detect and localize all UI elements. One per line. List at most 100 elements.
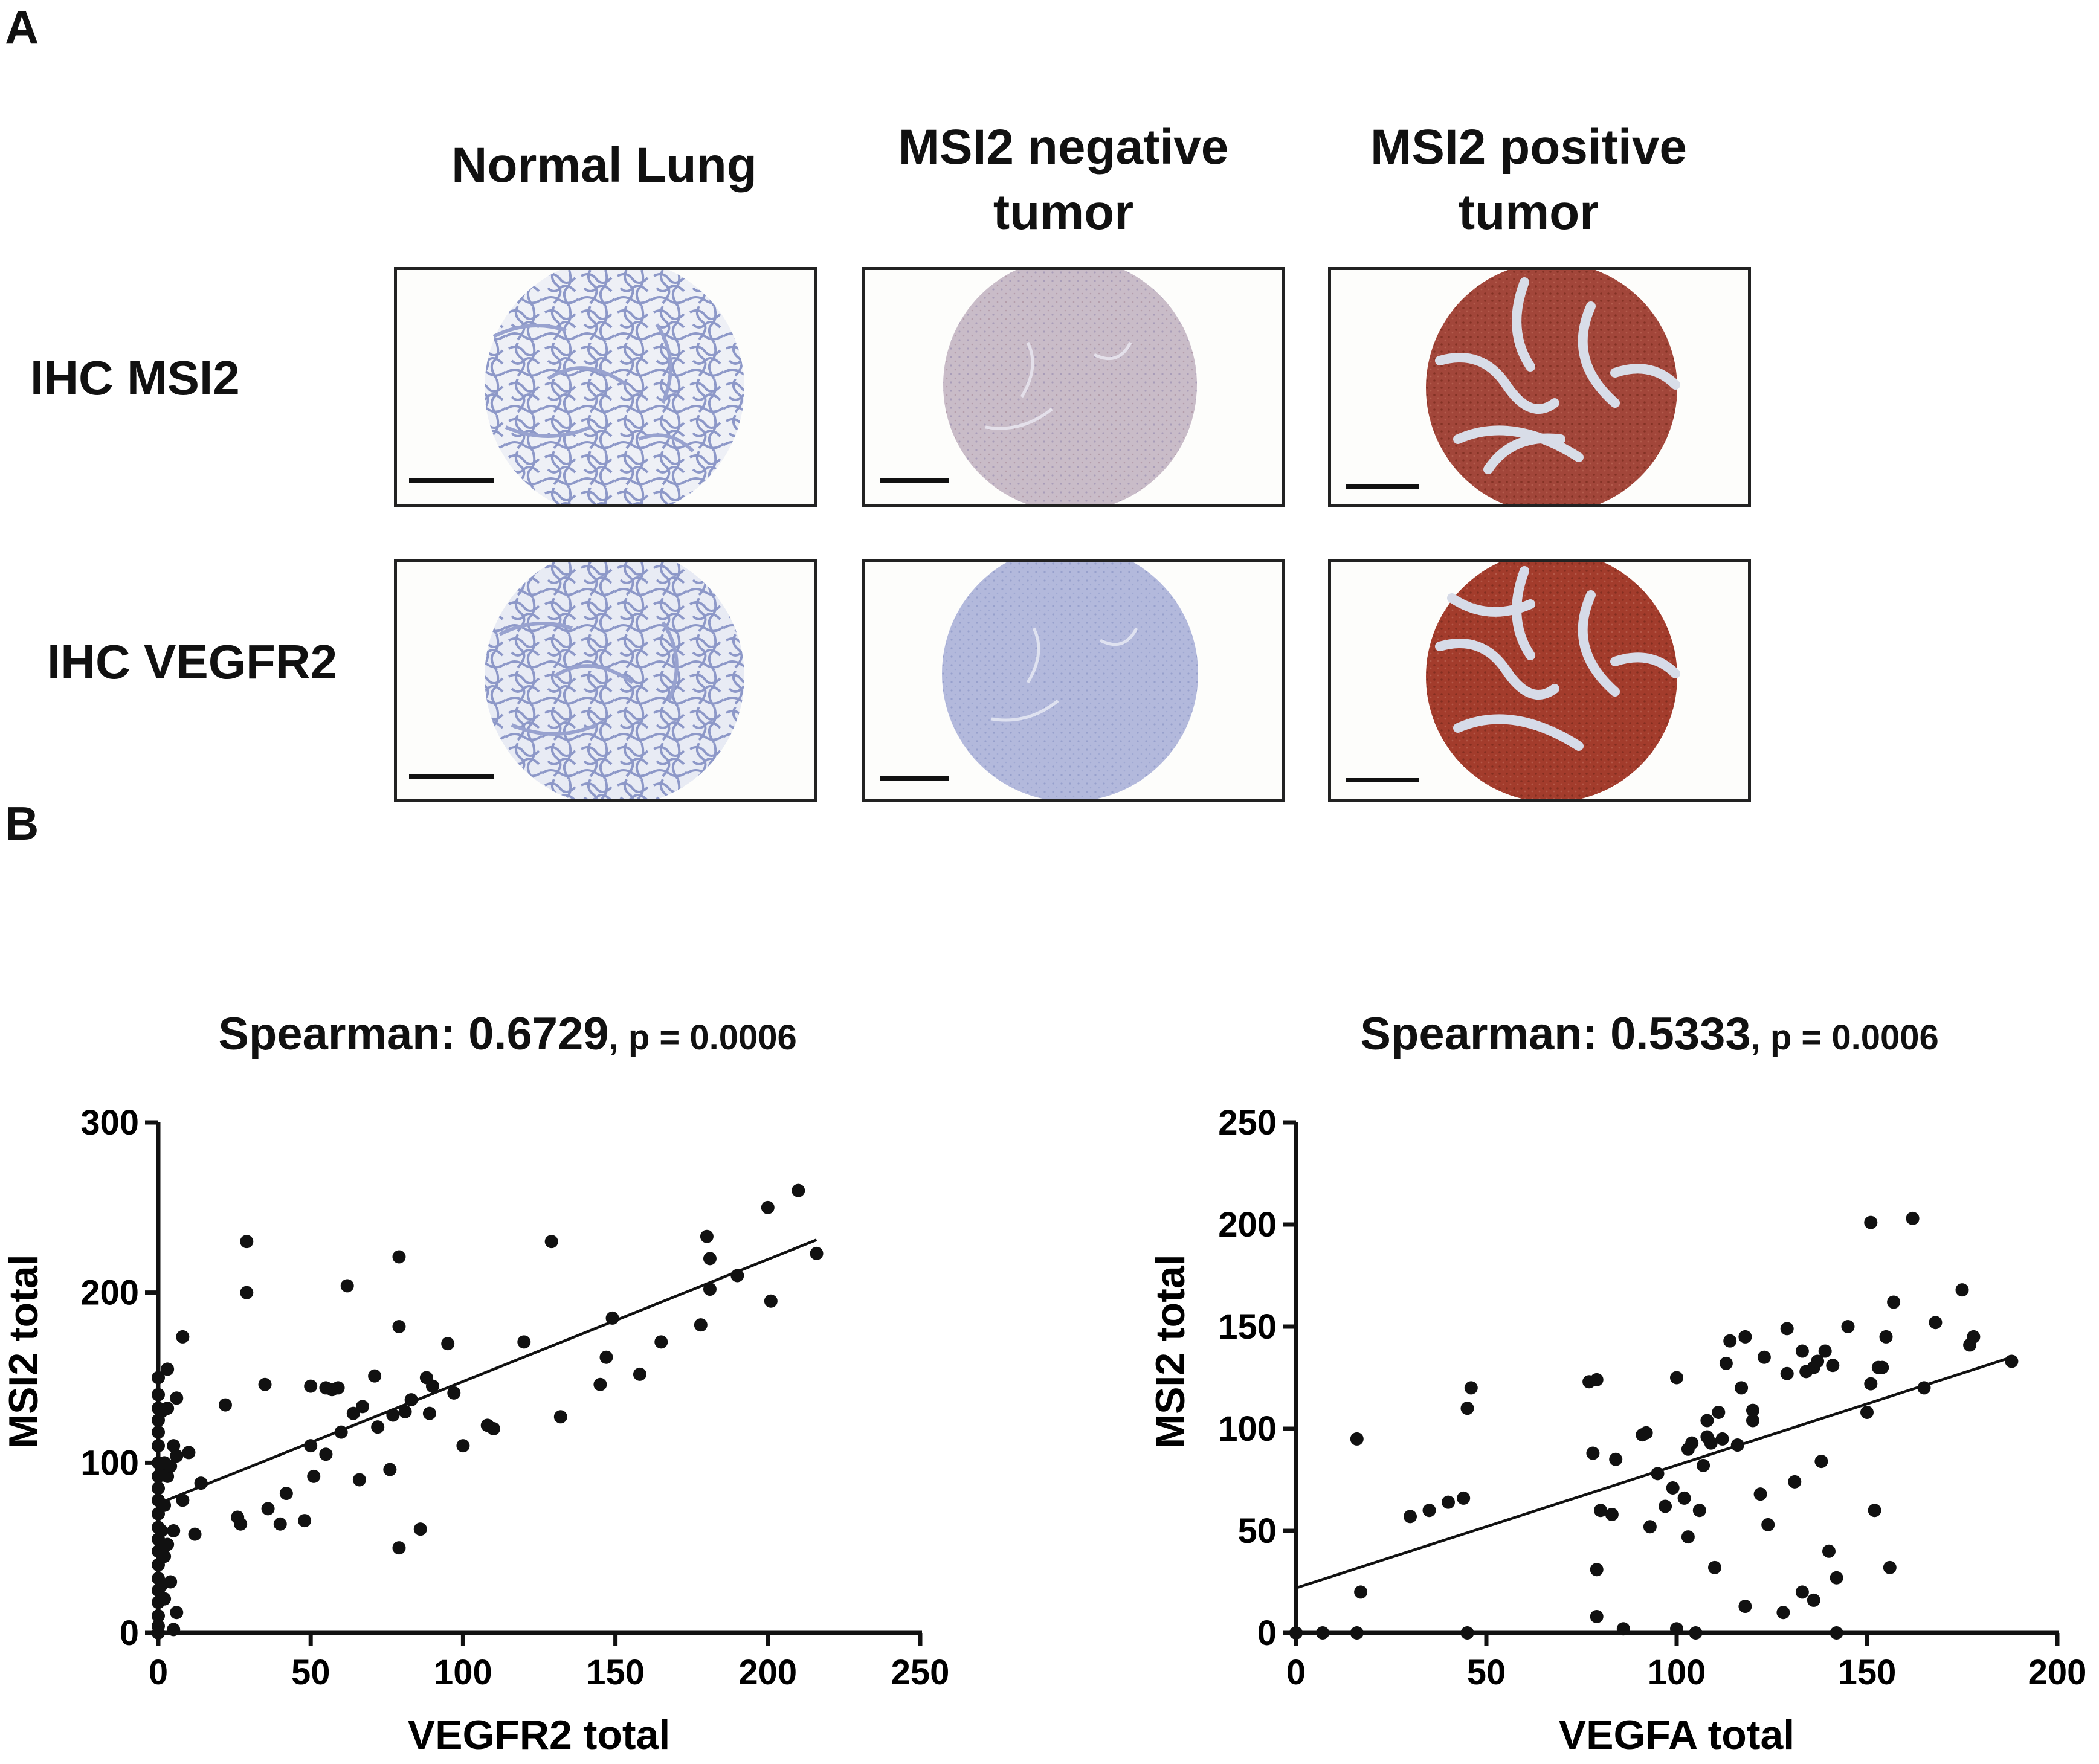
chart1-data-point <box>164 1459 178 1473</box>
panel-b-label: B <box>5 797 39 850</box>
chart1-data-point <box>161 1402 175 1415</box>
chart1-data-point <box>161 1537 175 1551</box>
chart1-data-point <box>152 1626 165 1640</box>
chart2-data-point <box>1590 1609 1604 1623</box>
chart2-data-point <box>1354 1585 1368 1599</box>
chart1-data-point <box>398 1405 412 1418</box>
chart1-x-tick-label: 50 <box>291 1653 330 1692</box>
chart2-data-point <box>1404 1510 1417 1524</box>
chart1-data-point <box>371 1420 385 1434</box>
chart1-data-point <box>517 1335 531 1349</box>
chart2-data-point <box>1780 1322 1794 1336</box>
chart1-data-point <box>152 1609 165 1623</box>
panel-a-label: A <box>5 1 39 54</box>
scale-bar <box>1346 484 1419 489</box>
chart2-data-point <box>1590 1373 1604 1386</box>
chart2-data-point <box>1464 1381 1478 1395</box>
chart2-data-point <box>1780 1366 1794 1380</box>
chart1-data-point <box>703 1283 717 1296</box>
chart1-data-point <box>167 1524 181 1537</box>
chart1-y-tick-label: 300 <box>80 1103 139 1142</box>
chart2-y-tick-label: 50 <box>1237 1511 1277 1551</box>
ihc-tile-msi2-normal-lung <box>394 267 817 507</box>
chart1-data-point <box>158 1550 172 1563</box>
chart2-data-point <box>1712 1405 1726 1419</box>
chart2-y-tick-label: 250 <box>1218 1103 1277 1142</box>
chart2-data-point <box>1811 1354 1825 1368</box>
chart1-data-point <box>792 1183 805 1197</box>
chart1-data-point <box>593 1377 607 1391</box>
chart1-data-point <box>261 1502 275 1516</box>
chart1-data-point <box>355 1400 369 1414</box>
chart1-x-tick-label: 150 <box>586 1653 645 1692</box>
chart1-scatter-plot: 0 50 100 150 200 250 0 100 200 300 VEGFR2 total M… <box>1 1103 950 1758</box>
ihc-tile-vegfr2-positive <box>1328 559 1751 802</box>
chart1-data-point <box>386 1408 400 1422</box>
chart2-data-point <box>2005 1354 2019 1368</box>
chart2-data-point <box>1639 1426 1653 1440</box>
chart2-data-point <box>1967 1330 1981 1344</box>
chart1-data-point <box>605 1311 619 1325</box>
chart1-data-point <box>304 1379 318 1393</box>
chart2-data-point <box>1830 1571 1843 1585</box>
chart1-data-point <box>392 1320 406 1333</box>
chart1-data-point <box>158 1592 172 1606</box>
chart2-data-point <box>1719 1356 1733 1370</box>
chart2-data-point <box>1289 1626 1303 1640</box>
chart1-data-point <box>404 1393 418 1407</box>
chart1-data-point <box>486 1422 500 1435</box>
column-title-line2: tumor <box>993 185 1134 240</box>
chart1-data-point <box>298 1514 312 1528</box>
chart1-data-point <box>152 1439 165 1453</box>
column-title-msi2-positive: MSI2 positive tumor <box>1323 115 1734 245</box>
chart2-data-point <box>1738 1600 1752 1614</box>
chart1-data-point <box>447 1386 461 1400</box>
column-title-line1: Normal Lung <box>451 138 757 193</box>
chart1-data-point <box>553 1410 567 1424</box>
row-label-ihc-msi2: IHC MSI2 <box>30 351 240 405</box>
chart1-x-tick-label: 0 <box>149 1653 168 1692</box>
chart2-data-point <box>1697 1458 1710 1472</box>
chart1-data-point <box>170 1391 184 1405</box>
chart2-data-point <box>1594 1504 1607 1518</box>
chart2-data-point <box>1689 1626 1703 1640</box>
column-title-line2: tumor <box>1458 185 1599 240</box>
chart1-x-tick-label: 250 <box>891 1653 950 1692</box>
chart1-regression-line <box>158 1238 817 1505</box>
scale-bar <box>1346 778 1419 782</box>
chart2-data-point <box>1659 1499 1672 1513</box>
chart1-title: Spearman: 0.6729, p = 0.0006 <box>157 1008 858 1060</box>
chart1-data-point <box>161 1362 175 1376</box>
chart1-data-point <box>352 1473 366 1487</box>
chart1-data-point <box>258 1377 272 1391</box>
column-title-line1: MSI2 negative <box>898 120 1229 175</box>
chart2-data-point <box>1723 1334 1737 1348</box>
chart2-data-point <box>1670 1371 1683 1385</box>
chart2-x-tick-label: 50 <box>1467 1653 1506 1692</box>
chart2-data-point <box>1692 1504 1706 1518</box>
chart1-data-point <box>152 1425 165 1439</box>
chart2-data-point <box>1795 1344 1809 1358</box>
chart2-data-point <box>1883 1560 1897 1574</box>
chart2-x-tick-label: 0 <box>1286 1653 1306 1692</box>
chart2-data-point <box>1730 1438 1744 1452</box>
chart1-data-point <box>158 1498 172 1512</box>
chart1-x-axis-label: VEGFR2 total <box>408 1712 671 1758</box>
scale-bar <box>409 478 494 483</box>
chart2-data-point <box>1757 1350 1771 1364</box>
chart2-data-point <box>1700 1414 1714 1428</box>
chart2-data-point <box>1422 1504 1436 1518</box>
chart1-data-point <box>422 1406 436 1420</box>
chart2-data-point <box>1776 1606 1790 1620</box>
chart2-x-tick-label: 200 <box>2028 1653 2087 1692</box>
chart1-data-point <box>810 1246 824 1260</box>
chart1-data-point <box>441 1337 455 1351</box>
chart1-data-point <box>234 1517 248 1531</box>
chart2-data-point <box>1586 1446 1600 1460</box>
chart1-data-point <box>167 1439 181 1453</box>
chart1-data-point <box>331 1381 345 1395</box>
chart1-data-point <box>170 1449 184 1463</box>
ihc-tile-msi2-positive <box>1328 267 1751 507</box>
chart1-x-tick-label: 200 <box>738 1653 797 1692</box>
chart1-data-point <box>694 1318 708 1332</box>
